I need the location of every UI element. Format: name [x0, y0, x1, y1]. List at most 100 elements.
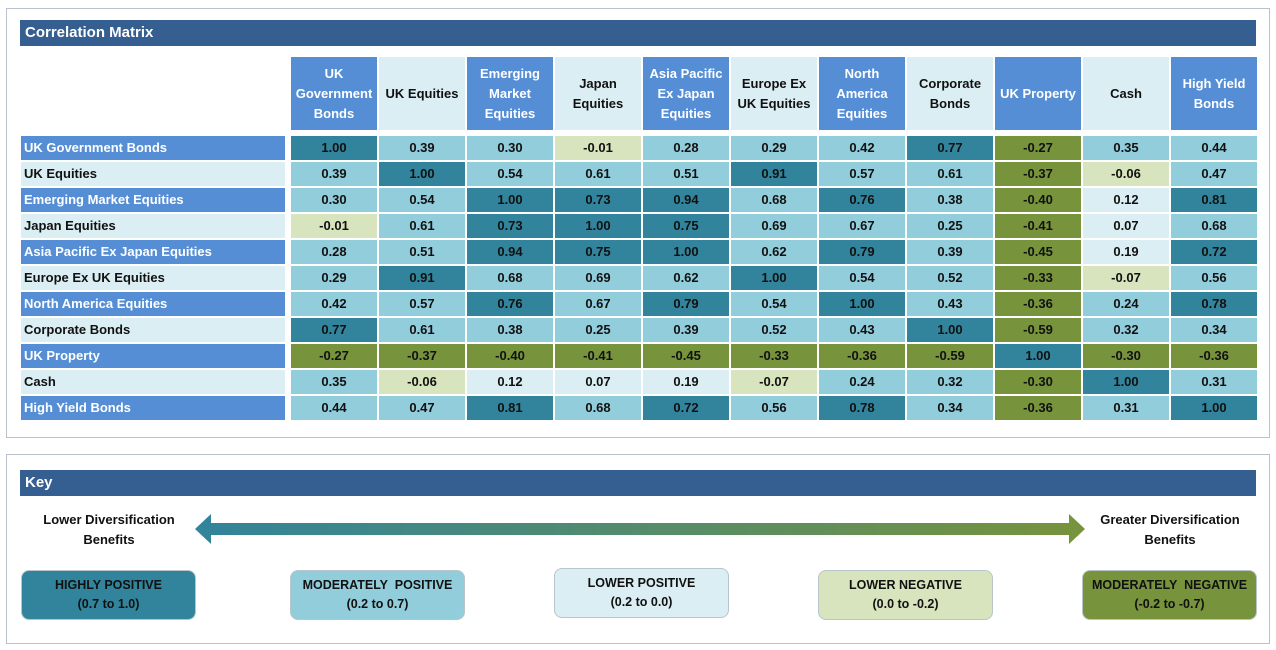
- matrix-cell: 0.24: [819, 370, 905, 394]
- key-box-range: (-0.2 to -0.7): [1134, 597, 1205, 611]
- matrix-cell: 0.76: [819, 188, 905, 212]
- matrix-cell: 0.32: [907, 370, 993, 394]
- matrix-cell: 0.42: [819, 136, 905, 160]
- matrix-cell: 0.68: [1171, 214, 1257, 238]
- matrix-cell: 0.51: [379, 240, 465, 264]
- matrix-cell: 0.68: [731, 188, 817, 212]
- matrix-cell: 0.81: [467, 396, 553, 420]
- matrix-cell: -0.41: [995, 214, 1081, 238]
- matrix-cell: 0.31: [1083, 396, 1169, 420]
- matrix-cell: 0.28: [643, 136, 729, 160]
- matrix-cell: -0.59: [907, 344, 993, 368]
- matrix-cell: -0.07: [731, 370, 817, 394]
- diversification-arrow-icon: [195, 514, 1085, 544]
- matrix-cell: 0.56: [1171, 266, 1257, 290]
- matrix-cell: 1.00: [555, 214, 641, 238]
- matrix-cell: 0.07: [555, 370, 641, 394]
- key-panel: Key Lower Diversification Benefits Great…: [6, 454, 1270, 644]
- matrix-cell: 0.54: [731, 292, 817, 316]
- matrix-cell: 1.00: [467, 188, 553, 212]
- matrix-cell: 0.19: [643, 370, 729, 394]
- matrix-cell: 0.69: [731, 214, 817, 238]
- row-header-emerging-market-equities: Emerging Market Equities: [21, 188, 285, 212]
- matrix-cell: 0.57: [379, 292, 465, 316]
- matrix-cell: 0.67: [819, 214, 905, 238]
- matrix-cell: 0.28: [291, 240, 377, 264]
- matrix-cell: -0.40: [995, 188, 1081, 212]
- key-box-lower-positive: LOWER POSITIVE (0.2 to 0.0): [554, 568, 729, 618]
- matrix-cell: 1.00: [819, 292, 905, 316]
- matrix-cell: 0.24: [1083, 292, 1169, 316]
- matrix-cell: 0.54: [467, 162, 553, 186]
- matrix-cell: 0.38: [467, 318, 553, 342]
- matrix-cell: 0.31: [1171, 370, 1257, 394]
- matrix-cell: 0.91: [379, 266, 465, 290]
- lower-diversification-label: Lower Diversification Benefits: [43, 512, 175, 547]
- row-header-high-yield-bonds: High Yield Bonds: [21, 396, 285, 420]
- matrix-cell: -0.07: [1083, 266, 1169, 290]
- matrix-cell: 0.68: [555, 396, 641, 420]
- matrix-cell: 0.07: [1083, 214, 1169, 238]
- row-header-north-america-equities: North America Equities: [21, 292, 285, 316]
- matrix-cell: 0.68: [467, 266, 553, 290]
- column-header-uk-equities: UK Equities: [379, 57, 465, 130]
- matrix-cell: 0.61: [379, 214, 465, 238]
- matrix-cell: 0.67: [555, 292, 641, 316]
- matrix-cell: -0.37: [379, 344, 465, 368]
- matrix-cell: 0.94: [467, 240, 553, 264]
- matrix-cell: -0.30: [995, 370, 1081, 394]
- matrix-cell: -0.36: [819, 344, 905, 368]
- matrix-cell: 0.75: [555, 240, 641, 264]
- key-box-lower-negative: LOWER NEGATIVE (0.0 to -0.2): [818, 570, 993, 620]
- row-header-japan-equities: Japan Equities: [21, 214, 285, 238]
- matrix-cell: 0.44: [291, 396, 377, 420]
- matrix-cell: 0.62: [731, 240, 817, 264]
- matrix-cell: 0.72: [1171, 240, 1257, 264]
- matrix-cell: -0.37: [995, 162, 1081, 186]
- matrix-cell: 0.30: [291, 188, 377, 212]
- row-header-uk-equities: UK Equities: [21, 162, 285, 186]
- key-box-label: MODERATELY POSITIVE: [302, 578, 453, 592]
- matrix-cell: 0.78: [819, 396, 905, 420]
- matrix-cell: 0.73: [467, 214, 553, 238]
- matrix-cell: -0.36: [995, 396, 1081, 420]
- matrix-cell: 0.47: [1171, 162, 1257, 186]
- matrix-cell: 0.54: [819, 266, 905, 290]
- matrix-cell: 1.00: [1171, 396, 1257, 420]
- greater-diversification-label: Greater Diversification Benefits: [1100, 512, 1240, 547]
- matrix-cell: -0.27: [995, 136, 1081, 160]
- matrix-cell: 0.57: [819, 162, 905, 186]
- matrix-cell: 1.00: [643, 240, 729, 264]
- matrix-cell: 0.81: [1171, 188, 1257, 212]
- matrix-cell: 0.29: [291, 266, 377, 290]
- column-header-asia-pacific-ex-japan-equities: Asia Pacific Ex Japan Equities: [643, 57, 729, 130]
- row-header-asia-pacific-ex-japan-equities: Asia Pacific Ex Japan Equities: [21, 240, 285, 264]
- matrix-cell: 0.69: [555, 266, 641, 290]
- matrix-cell: 0.79: [819, 240, 905, 264]
- row-header-uk-government-bonds: UK Government Bonds: [21, 136, 285, 160]
- matrix-cell: -0.01: [291, 214, 377, 238]
- matrix-cell: 0.51: [643, 162, 729, 186]
- matrix-cell: -0.06: [1083, 162, 1169, 186]
- matrix-cell: 0.34: [1171, 318, 1257, 342]
- matrix-cell: -0.40: [467, 344, 553, 368]
- matrix-cell: 0.52: [907, 266, 993, 290]
- matrix-cell: 0.12: [467, 370, 553, 394]
- correlation-matrix-panel: Correlation Matrix UK Government Bonds UK…: [6, 8, 1270, 438]
- matrix-cell: 0.43: [819, 318, 905, 342]
- key-box-range: (0.2 to 0.0): [610, 595, 673, 609]
- matrix-cell: 0.39: [907, 240, 993, 264]
- matrix-cell: 0.77: [291, 318, 377, 342]
- matrix-cell: 0.62: [643, 266, 729, 290]
- matrix-cell: 0.61: [907, 162, 993, 186]
- matrix-cell: 0.78: [1171, 292, 1257, 316]
- column-header-uk-government-bonds: UK Government Bonds: [291, 57, 377, 130]
- matrix-cell: 0.75: [643, 214, 729, 238]
- key-box-label: LOWER POSITIVE: [587, 576, 696, 590]
- matrix-cell: -0.30: [1083, 344, 1169, 368]
- matrix-cell: 1.00: [995, 344, 1081, 368]
- matrix-cell: 0.25: [555, 318, 641, 342]
- matrix-cell: -0.45: [995, 240, 1081, 264]
- matrix-cell: 0.39: [291, 162, 377, 186]
- matrix-cell: -0.01: [555, 136, 641, 160]
